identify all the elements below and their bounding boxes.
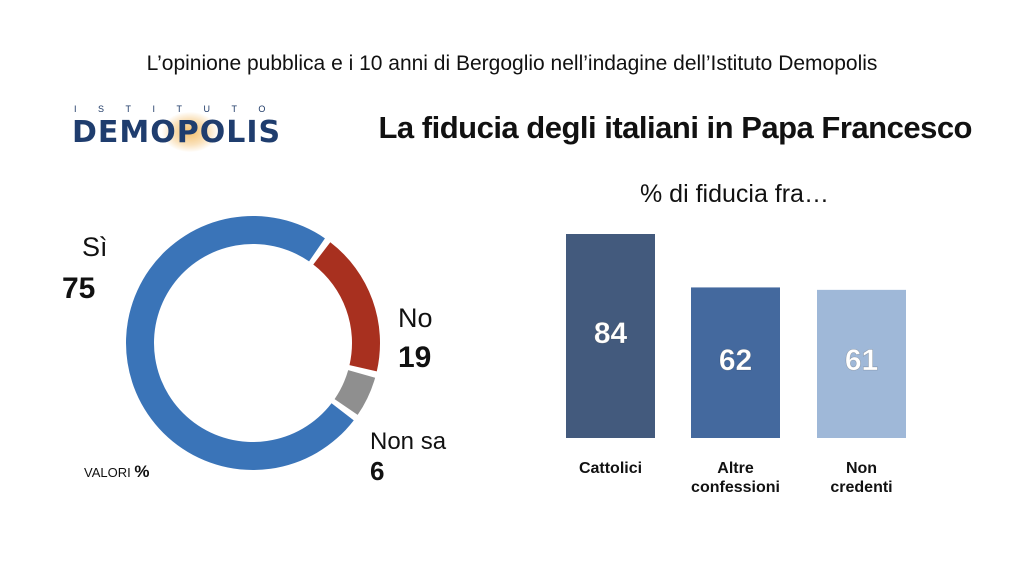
top-title: L’opinione pubblica e i 10 anni di Bergo… — [146, 52, 878, 75]
bar-category-label-2: Non credenti — [797, 459, 927, 497]
values-note-text: VALORI — [84, 465, 131, 480]
bar-category-label-0: Cattolici — [546, 459, 676, 478]
bar-value-label-2: 61 — [845, 344, 878, 377]
logo-small-text: ISTITUTO — [74, 104, 287, 114]
bar-category-label-line: Non — [845, 460, 878, 477]
bar-0 — [566, 234, 655, 438]
bar-category-label-line: credenti — [830, 479, 893, 496]
bar-category-label-line: confessioni — [691, 479, 780, 496]
bar-category-label-line: Altre — [717, 460, 754, 477]
bar-category-label-1: Altre confessioni — [671, 459, 801, 497]
values-note-percent: % — [134, 462, 150, 481]
slice-label-si: Sì — [82, 232, 108, 262]
slice-value-si: 75 — [62, 272, 96, 305]
donut-slice-no — [313, 242, 380, 372]
bar-value-label-1: 62 — [719, 344, 752, 377]
donut-slice-non-sa — [334, 370, 376, 415]
slice-label-non-sa: Non sa — [370, 428, 447, 455]
logo: DEMOPOLIS — [72, 115, 282, 150]
slice-value-no: 19 — [398, 341, 432, 374]
slice-label-no: No — [398, 303, 433, 333]
logo-glow — [162, 112, 218, 152]
slice-value-non-sa: 6 — [370, 456, 385, 486]
main-title: La fiducia degli italiani in Papa France… — [378, 110, 972, 145]
values-note: VALORI % — [84, 462, 149, 482]
bar-2 — [817, 289, 906, 438]
bar-value-label-0: 84 — [594, 317, 628, 350]
bar-category-label-line: Cattolici — [578, 460, 643, 477]
bar-chart-title: % di fiducia fra… — [640, 180, 829, 208]
bar-1 — [691, 287, 780, 438]
